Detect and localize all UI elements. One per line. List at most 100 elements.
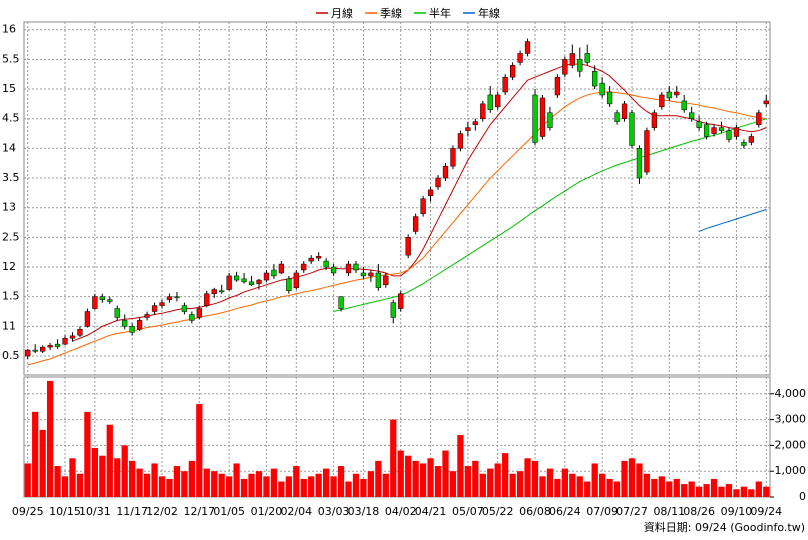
- y2-tick-label: 3,000: [775, 413, 807, 426]
- candle-body: [271, 269, 277, 277]
- x-tick-label: 05/07: [452, 505, 484, 518]
- candle-body: [748, 136, 754, 143]
- y-tick-label: 13: [2, 201, 16, 214]
- candle-body: [427, 189, 434, 197]
- y2-tick-label: 1,000: [775, 464, 807, 477]
- volume-bar: [643, 473, 651, 497]
- candle-body: [122, 320, 128, 327]
- volume-bar: [666, 481, 673, 497]
- candle-body: [689, 112, 695, 119]
- candle-body: [756, 112, 762, 125]
- candle-body: [696, 121, 702, 128]
- volume-bar: [725, 484, 733, 497]
- candle-body: [450, 148, 456, 167]
- volume-bar: [173, 466, 181, 497]
- volume-bar: [524, 458, 531, 497]
- volume-bar: [69, 458, 76, 497]
- volume-bar: [621, 460, 628, 497]
- y2-tick-label: 4,000: [775, 387, 807, 400]
- x-tick-label: 02/04: [280, 505, 312, 518]
- volume-bar: [203, 468, 210, 497]
- volume-bar: [293, 466, 300, 497]
- volume-bar: [651, 478, 658, 497]
- candle-body: [353, 263, 359, 271]
- candle-body: [368, 272, 374, 277]
- candle-body: [263, 272, 270, 281]
- candle-body: [196, 308, 202, 318]
- volume-bar: [76, 473, 84, 497]
- candle-body: [741, 142, 747, 146]
- volume-bar: [613, 481, 621, 497]
- candle-body: [54, 343, 61, 347]
- candle-body: [644, 130, 650, 173]
- volume-bar: [360, 478, 367, 497]
- volume-bar: [763, 486, 770, 497]
- volume-bar: [472, 460, 479, 497]
- volume-bar: [688, 481, 695, 497]
- volume-bar: [218, 473, 225, 497]
- candle-body: [375, 272, 381, 289]
- candle-body: [92, 296, 98, 309]
- candle-body: [487, 94, 493, 111]
- candle-body: [569, 53, 575, 66]
- candle-body: [99, 296, 105, 300]
- candle-body: [323, 260, 329, 268]
- candle-body: [592, 70, 598, 87]
- volume-bar: [337, 466, 345, 497]
- x-tick-label: 01/20: [251, 505, 283, 518]
- candle-body: [681, 100, 687, 111]
- volume-bar: [695, 486, 703, 497]
- candle-body: [659, 94, 665, 108]
- x-tick-label: 12/17: [183, 505, 215, 518]
- volume-bar: [494, 463, 501, 497]
- candle-body: [651, 112, 658, 128]
- volume-bar: [285, 476, 292, 497]
- candle-body: [577, 59, 583, 72]
- volume-bar: [255, 471, 263, 497]
- volume-bar: [502, 453, 509, 497]
- candle-body: [107, 299, 113, 302]
- volume-bar: [628, 458, 636, 497]
- volume-bar: [740, 486, 748, 497]
- volume-bar: [733, 489, 740, 497]
- volume-bar: [673, 478, 680, 497]
- volume-bar: [539, 476, 546, 497]
- volume-bar: [658, 476, 665, 497]
- candle-body: [330, 266, 337, 274]
- candle-body: [316, 256, 322, 259]
- volume-bar: [121, 445, 128, 497]
- volume-bar: [46, 380, 54, 497]
- x-tick-label: 07/09: [586, 505, 618, 518]
- x-tick-label: 03/18: [348, 505, 380, 518]
- x-tick-label: 10/31: [79, 505, 111, 518]
- volume-bar: [322, 468, 330, 497]
- volume-bar: [54, 466, 61, 497]
- candle-body: [726, 130, 732, 140]
- candle-body: [286, 278, 292, 292]
- volume-bar: [278, 481, 285, 497]
- volume-bar: [718, 486, 725, 497]
- volume-bar: [636, 463, 643, 497]
- volume-bar: [449, 471, 457, 497]
- volume-bar: [427, 458, 434, 497]
- volume-bar: [397, 450, 404, 497]
- x-tick-label: 11/17: [116, 505, 148, 518]
- volume-bar: [382, 473, 389, 497]
- candle-body: [465, 127, 471, 131]
- candle-body: [383, 275, 389, 286]
- volume-bar: [442, 450, 449, 497]
- candle-body: [181, 305, 188, 312]
- candle-body: [62, 337, 68, 345]
- y-tick-label: 11: [2, 319, 16, 332]
- y-tick-label: 2.5: [2, 230, 20, 243]
- candle-body: [733, 127, 740, 137]
- candle-body: [621, 103, 628, 119]
- candle-body: [308, 257, 314, 262]
- candle-body: [711, 127, 717, 134]
- volume-pane: [23, 376, 771, 498]
- x-tick-label: 08/11: [653, 505, 685, 518]
- candle-body: [151, 305, 158, 312]
- candle-body: [398, 293, 404, 309]
- volume-bar: [143, 473, 151, 497]
- volume-bar: [166, 478, 173, 497]
